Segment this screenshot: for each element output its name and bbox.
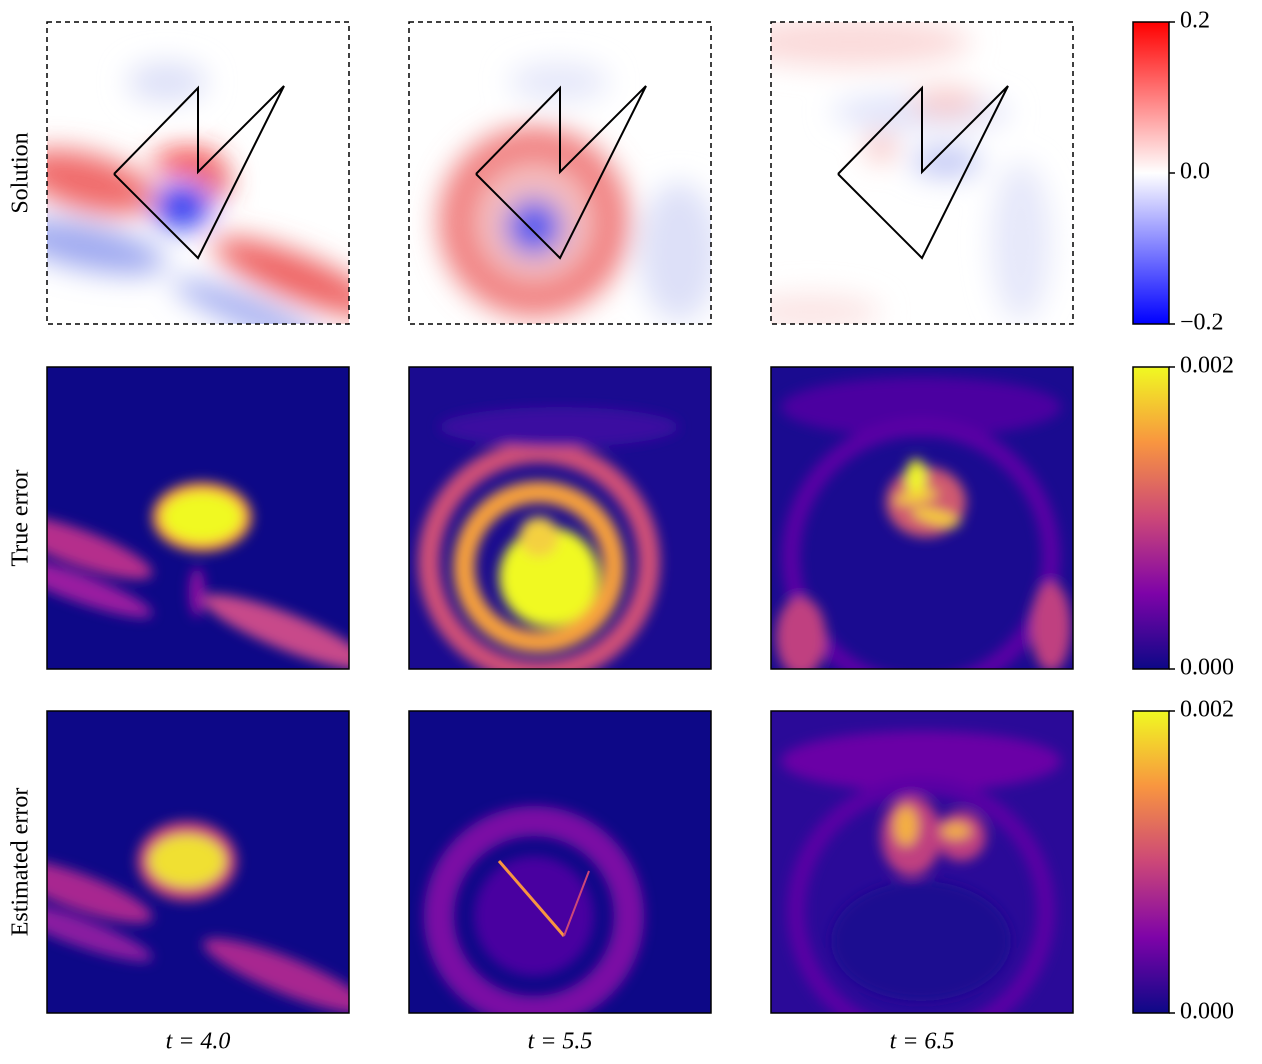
true-error-panel — [408, 366, 712, 670]
colorbar — [1132, 710, 1170, 1014]
colorbar-tick-label: 0.2 — [1180, 8, 1210, 34]
true-error-panel — [770, 366, 1074, 670]
colorbar-tick-label: −0.2 — [1180, 310, 1224, 336]
estimated-error-panel — [770, 710, 1074, 1014]
estimated-error-panel — [408, 710, 712, 1014]
colorbar-tick-label: 0.000 — [1180, 655, 1234, 681]
solution-panel — [770, 21, 1074, 325]
estimated-error-panel — [46, 710, 350, 1014]
true-error-panel — [46, 366, 350, 670]
colorbar-tick-label: 0.0 — [1180, 159, 1210, 185]
colorbar-tick-label: 0.000 — [1180, 999, 1234, 1025]
column-label: t = 5.5 — [528, 1029, 593, 1055]
row-label: Solution — [8, 132, 34, 213]
column-label: t = 4.0 — [166, 1029, 231, 1055]
solution-panel — [46, 21, 350, 325]
colorbar — [1132, 366, 1170, 670]
row-label: True error — [8, 469, 34, 566]
solution-panel — [408, 21, 712, 325]
colorbar — [1132, 21, 1170, 325]
colorbar-tick-label: 0.002 — [1180, 697, 1234, 723]
row-label: Estimated error — [8, 788, 34, 937]
column-label: t = 6.5 — [890, 1029, 955, 1055]
colorbar-tick-label: 0.002 — [1180, 353, 1234, 379]
